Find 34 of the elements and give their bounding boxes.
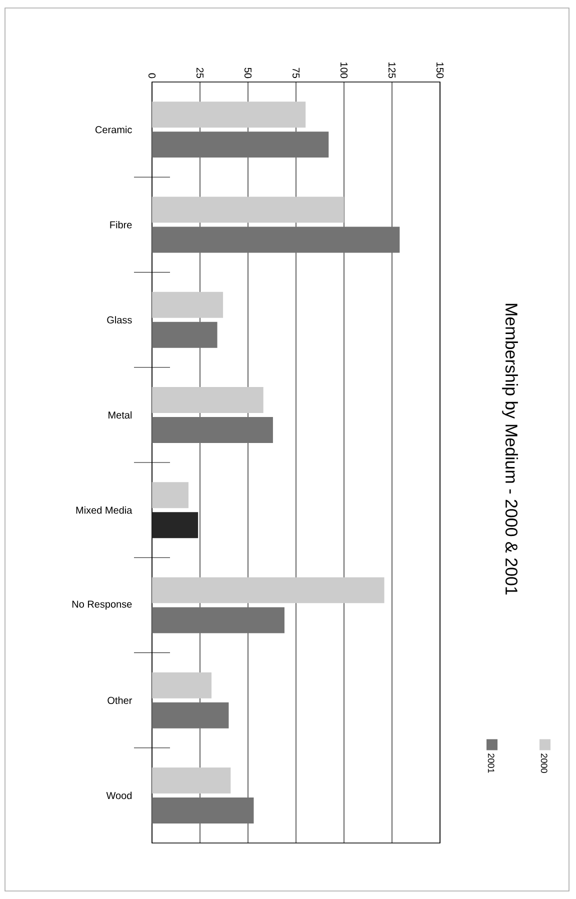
bar [152, 702, 229, 728]
y-tick-label: Glass [107, 316, 132, 324]
bar [152, 416, 273, 443]
bar [152, 196, 344, 223]
x-tick-label: 25 [196, 68, 204, 78]
bar [152, 226, 400, 253]
bar [152, 482, 188, 508]
bar [152, 132, 329, 158]
bar [152, 767, 231, 794]
y-tick-label: Fibre [110, 221, 132, 228]
x-tick-label: 0 [148, 73, 156, 78]
text: Membership by Medium - 2000 & 2001 [502, 304, 518, 595]
bar [152, 797, 254, 824]
legend-label: 2000 [540, 754, 548, 773]
bar [152, 672, 212, 698]
legend-label: 2001 [488, 754, 494, 773]
bar [152, 322, 218, 348]
y-tick-label: Metal [108, 411, 132, 419]
x-tick-label: 50 [244, 68, 252, 78]
y-tick-label: No Response [72, 600, 132, 610]
y-tick-label: Mixed Media [76, 506, 132, 514]
x-tick-label: 75 [292, 68, 300, 78]
y-tick-label: Ceramic [95, 126, 132, 134]
bar [152, 512, 198, 538]
bar [152, 607, 284, 634]
bar [152, 292, 224, 318]
x-tick-label: 150 [436, 62, 444, 78]
x-tick-label: 100 [340, 62, 348, 78]
bar [152, 577, 384, 604]
bar [152, 386, 264, 413]
y-tick-label: Other [108, 696, 132, 704]
y-tick-label: Wood [106, 792, 132, 800]
bar [152, 102, 306, 128]
x-tick-label: 125 [388, 62, 396, 78]
